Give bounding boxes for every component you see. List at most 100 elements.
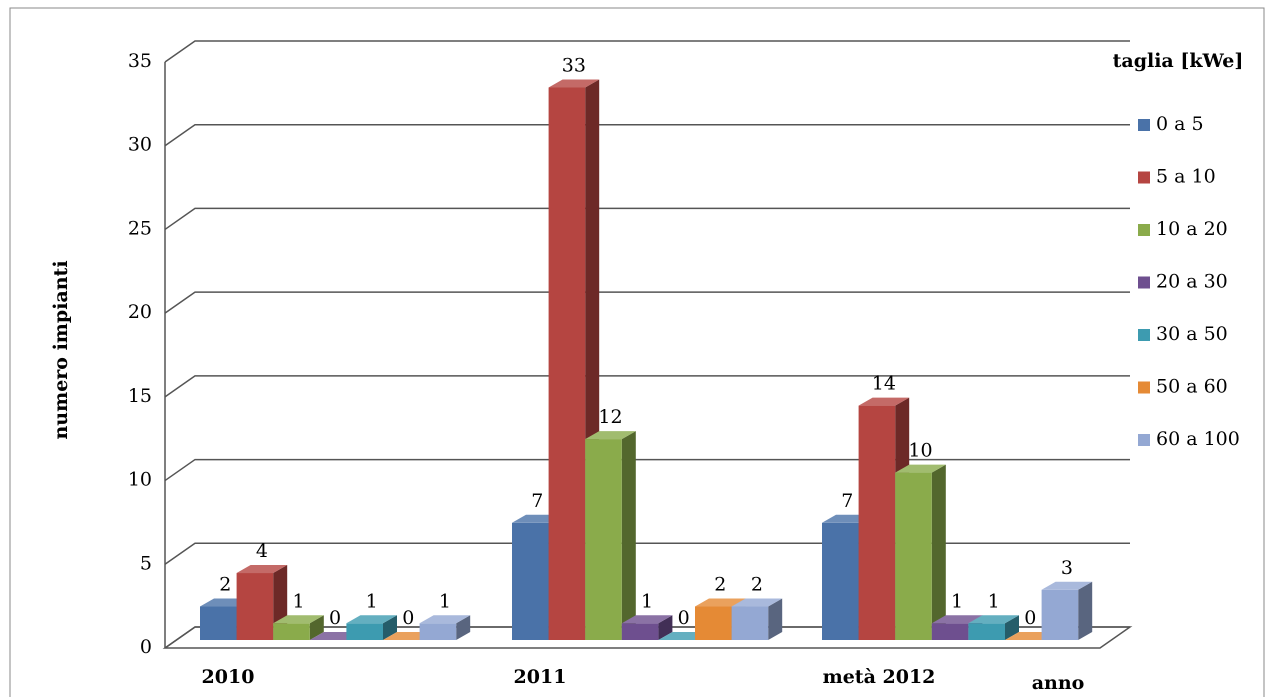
bar-front bbox=[273, 623, 310, 640]
bar-top bbox=[585, 431, 636, 440]
data-label: 0 bbox=[402, 607, 414, 629]
x-axis-label: anno bbox=[1032, 672, 1085, 694]
grid-line bbox=[164, 458, 1130, 482]
bar-front bbox=[731, 606, 769, 640]
grid-line bbox=[164, 207, 1130, 231]
data-label: 1 bbox=[439, 590, 451, 612]
bar bbox=[346, 615, 397, 640]
bar-side bbox=[768, 598, 783, 640]
bar-front bbox=[346, 623, 383, 640]
legend-label: 20 a 30 bbox=[1156, 271, 1228, 293]
bar-side bbox=[658, 615, 673, 640]
data-label: 14 bbox=[872, 373, 896, 395]
frame bbox=[9, 7, 1265, 697]
legend-swatch bbox=[1138, 171, 1150, 184]
bar bbox=[585, 431, 636, 640]
bar bbox=[419, 615, 471, 640]
data-label: 10 bbox=[908, 440, 932, 462]
bar bbox=[731, 598, 783, 640]
data-label: 1 bbox=[641, 590, 653, 612]
bar bbox=[273, 615, 324, 640]
x-tick-label: metà 2012 bbox=[823, 666, 936, 688]
data-label: 2 bbox=[751, 574, 763, 596]
y-tick-label: 0 bbox=[140, 636, 152, 658]
bar bbox=[1041, 581, 1093, 640]
bar bbox=[968, 615, 1019, 640]
legend-swatch bbox=[1138, 329, 1150, 341]
bar bbox=[895, 464, 946, 640]
bar-top bbox=[419, 615, 471, 624]
data-label: 0 bbox=[678, 607, 690, 629]
bar bbox=[621, 615, 673, 640]
legend-swatch bbox=[1138, 119, 1150, 131]
y-tick-label: 25 bbox=[128, 217, 152, 239]
bar-front bbox=[200, 606, 237, 640]
data-label: 1 bbox=[366, 590, 378, 612]
bar-side bbox=[931, 464, 946, 640]
bar-side bbox=[1078, 581, 1093, 640]
bar-side bbox=[621, 431, 636, 640]
grid-line bbox=[164, 40, 1130, 63]
x-tick-label: 2011 bbox=[514, 666, 567, 688]
grid-line bbox=[164, 123, 1130, 147]
y-tick-label: 5 bbox=[140, 552, 152, 574]
bar-front bbox=[512, 522, 549, 640]
grid-line bbox=[164, 291, 1130, 314]
y-axis-label: numero impianti bbox=[50, 260, 72, 439]
legend-swatch bbox=[1138, 381, 1150, 394]
legend-label: 5 a 10 bbox=[1156, 166, 1216, 188]
bar-top bbox=[931, 615, 983, 624]
data-label: 1 bbox=[988, 590, 1000, 612]
bar-top bbox=[346, 615, 397, 624]
bar-front bbox=[822, 522, 859, 640]
bar-side bbox=[383, 615, 397, 640]
data-label: 2 bbox=[714, 574, 726, 596]
data-label: 1 bbox=[951, 590, 963, 612]
bar-front bbox=[968, 623, 1005, 640]
bar-top bbox=[1041, 581, 1093, 590]
legend-swatch bbox=[1138, 434, 1150, 446]
y-tick-label: 10 bbox=[128, 469, 152, 491]
bar-front bbox=[695, 606, 732, 640]
data-label: 7 bbox=[531, 490, 543, 512]
legend-label: 50 a 60 bbox=[1156, 376, 1228, 398]
legend-label: 30 a 50 bbox=[1156, 323, 1228, 345]
data-label: 33 bbox=[562, 54, 586, 76]
bar-top bbox=[548, 79, 600, 88]
data-label: 1 bbox=[292, 590, 304, 612]
bar-side bbox=[456, 615, 471, 640]
legend-label: 10 a 20 bbox=[1156, 218, 1228, 240]
grid-line bbox=[164, 542, 1130, 565]
legend-label: 0 a 5 bbox=[1156, 113, 1204, 135]
bar-front bbox=[1041, 589, 1079, 640]
y-tick-label: 15 bbox=[128, 385, 152, 407]
data-label: 4 bbox=[256, 540, 268, 562]
data-label: 2 bbox=[219, 574, 231, 596]
data-label: 0 bbox=[1024, 607, 1036, 629]
y-tick-label: 20 bbox=[128, 301, 152, 323]
y-tick-label: 35 bbox=[128, 50, 152, 72]
bar-top bbox=[895, 464, 946, 473]
legend-title: taglia [kWe] bbox=[1113, 50, 1244, 72]
bar-front bbox=[236, 573, 274, 640]
bar-front bbox=[585, 439, 622, 640]
legend-swatch bbox=[1138, 276, 1150, 289]
bar-front bbox=[895, 472, 932, 640]
bar-top bbox=[858, 397, 910, 406]
data-label: 3 bbox=[1061, 557, 1073, 579]
bar-top bbox=[236, 565, 288, 574]
bar-top bbox=[731, 598, 783, 607]
bar-front bbox=[548, 87, 586, 640]
legend-label: 60 a 100 bbox=[1156, 428, 1240, 450]
bar-top bbox=[273, 615, 324, 624]
bar-top bbox=[968, 615, 1019, 624]
data-label: 12 bbox=[598, 406, 622, 428]
bar-top bbox=[621, 615, 673, 624]
bar-side bbox=[1005, 615, 1019, 640]
grid-line bbox=[164, 626, 1130, 649]
data-label: 0 bbox=[329, 607, 341, 629]
grid-line bbox=[164, 375, 1130, 398]
x-tick-label: 2010 bbox=[202, 666, 255, 688]
